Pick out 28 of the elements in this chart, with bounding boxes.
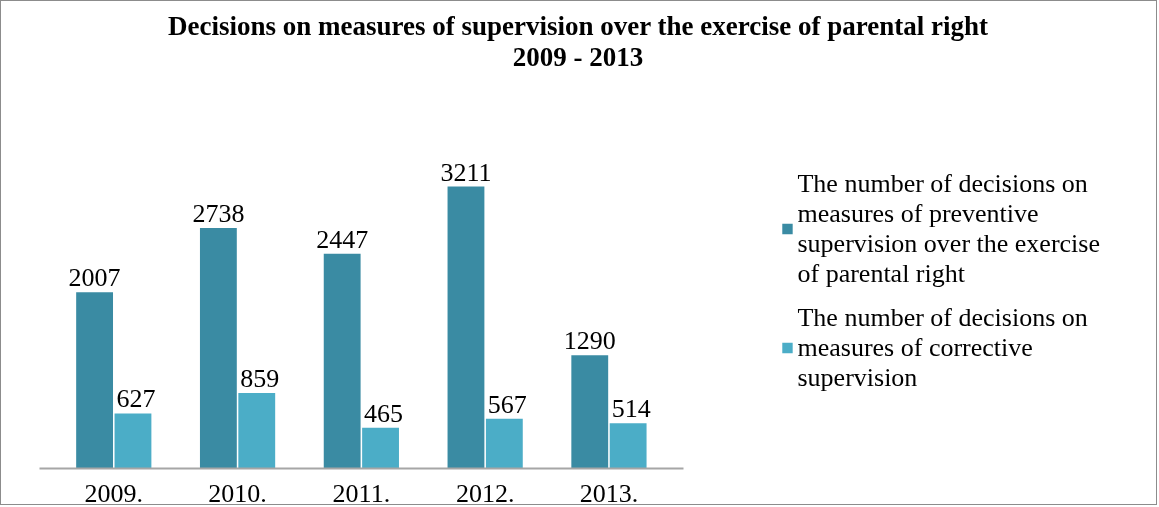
x-tick-label: 2013. [579,478,639,507]
bar [199,228,237,469]
data-label: 859 [240,364,280,394]
data-label: 567 [487,389,527,419]
data-label: 3211 [440,157,492,187]
data-label: 627 [116,384,156,414]
legend-label: The number of decisions on measures of corrective supervision [797,302,1088,393]
data-label: 514 [611,394,651,424]
x-tick-label: 2012. [455,478,515,507]
chart-title: Decisions on measures of supervision over the exercise of parental right 2009 - 2013 [167,11,989,74]
data-label: 2007 [68,263,121,293]
x-tick-label: 2009. [84,478,144,507]
bar [362,427,399,469]
bar [609,423,647,469]
bar [447,186,485,469]
bar [323,253,361,469]
data-label: 2447 [316,224,369,254]
x-tick-label: 2010. [208,478,267,507]
x-tick-label: 2011. [332,478,391,507]
data-label: 1290 [563,326,616,356]
data-label: 465 [364,398,404,428]
data-label: 2738 [192,199,245,229]
legend-label: The number of decisions on measures of preventive supervision over the exercise of parental right [797,168,1100,289]
bar [238,393,276,469]
bar [571,355,609,469]
bar [114,413,152,469]
bar [76,292,114,469]
bar [485,418,523,469]
